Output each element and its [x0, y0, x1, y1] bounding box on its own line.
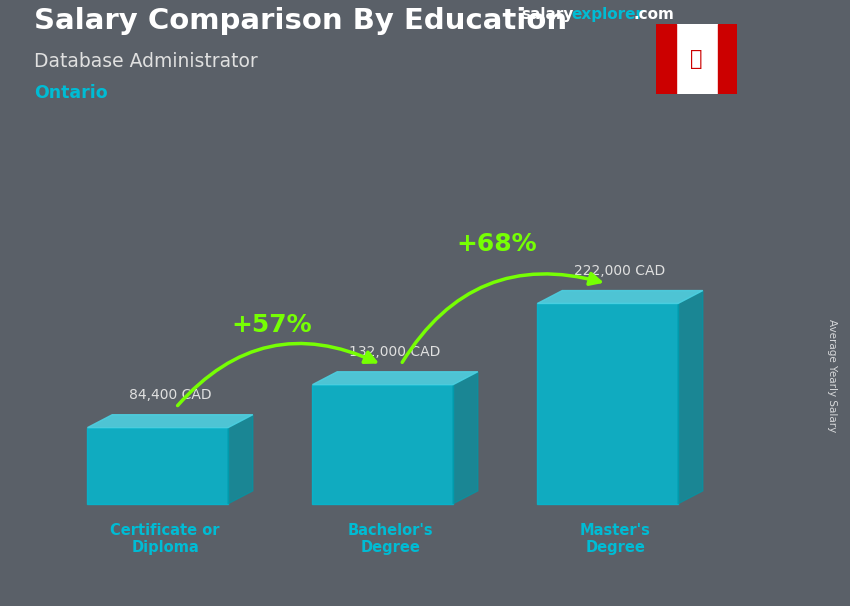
Text: 🍁: 🍁 [690, 49, 703, 69]
Text: .com: .com [633, 7, 674, 22]
Polygon shape [453, 371, 478, 504]
Polygon shape [537, 304, 678, 504]
Text: Database Administrator: Database Administrator [34, 52, 258, 70]
Text: +57%: +57% [231, 313, 312, 337]
Polygon shape [313, 371, 478, 385]
Polygon shape [537, 290, 703, 304]
Polygon shape [313, 385, 453, 504]
Text: Ontario: Ontario [34, 84, 108, 102]
Text: +68%: +68% [456, 231, 536, 256]
Text: Average Yearly Salary: Average Yearly Salary [827, 319, 837, 432]
Bar [676, 24, 717, 94]
Text: Certificate or
Diploma: Certificate or Diploma [110, 522, 220, 555]
Text: Bachelor's
Degree: Bachelor's Degree [348, 522, 433, 555]
Text: 222,000 CAD: 222,000 CAD [575, 264, 666, 278]
Text: 84,400 CAD: 84,400 CAD [129, 388, 212, 402]
Bar [717, 24, 737, 94]
Bar [656, 24, 676, 94]
Text: salary: salary [521, 7, 574, 22]
Polygon shape [88, 415, 252, 428]
Polygon shape [678, 290, 703, 504]
Polygon shape [88, 428, 228, 504]
Polygon shape [228, 415, 252, 504]
Text: Master's
Degree: Master's Degree [580, 522, 650, 555]
Text: Salary Comparison By Education: Salary Comparison By Education [34, 7, 567, 35]
Text: 132,000 CAD: 132,000 CAD [349, 345, 441, 359]
Text: explorer: explorer [571, 7, 643, 22]
